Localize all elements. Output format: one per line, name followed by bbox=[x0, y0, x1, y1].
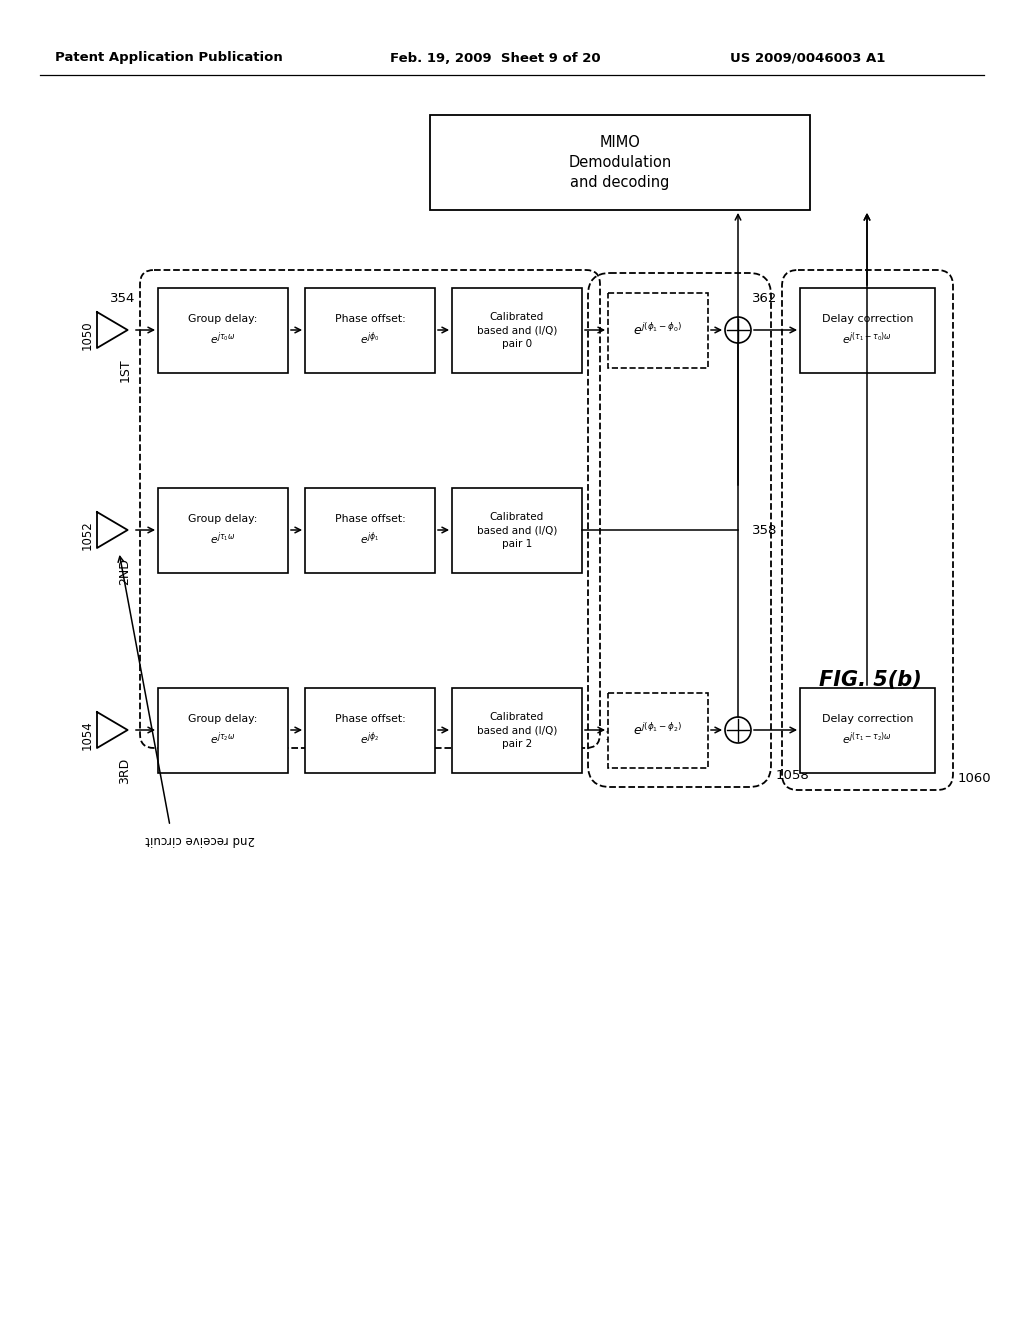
Text: 362: 362 bbox=[752, 292, 777, 305]
FancyBboxPatch shape bbox=[430, 115, 810, 210]
Text: 358: 358 bbox=[752, 524, 777, 536]
Text: Phase offset:
$e^{j\phi_0}$: Phase offset: $e^{j\phi_0}$ bbox=[335, 314, 406, 347]
FancyBboxPatch shape bbox=[158, 488, 288, 573]
Text: US 2009/0046003 A1: US 2009/0046003 A1 bbox=[730, 51, 886, 65]
Text: Group delay:
$e^{j\tau_0\omega}$: Group delay: $e^{j\tau_0\omega}$ bbox=[188, 314, 258, 347]
FancyBboxPatch shape bbox=[608, 293, 708, 368]
Text: 1056: 1056 bbox=[605, 730, 639, 743]
Text: Delay correction
$e^{j(\tau_1-\tau_2)\omega}$: Delay correction $e^{j(\tau_1-\tau_2)\om… bbox=[821, 714, 913, 747]
FancyBboxPatch shape bbox=[158, 688, 288, 774]
Text: 2nd receive circuit: 2nd receive circuit bbox=[145, 833, 255, 846]
Text: 1058: 1058 bbox=[776, 770, 810, 781]
Text: 1054: 1054 bbox=[81, 721, 93, 750]
Text: $e^{j(\phi_1-\phi_2)}$: $e^{j(\phi_1-\phi_2)}$ bbox=[633, 722, 683, 738]
FancyBboxPatch shape bbox=[305, 288, 435, 374]
Text: Phase offset:
$e^{j\phi_1}$: Phase offset: $e^{j\phi_1}$ bbox=[335, 513, 406, 546]
Text: 1050: 1050 bbox=[81, 321, 93, 350]
Text: Calibrated
based and (I/Q)
pair 0: Calibrated based and (I/Q) pair 0 bbox=[477, 313, 557, 348]
Text: 1060: 1060 bbox=[958, 772, 991, 785]
FancyBboxPatch shape bbox=[800, 688, 935, 774]
Text: Patent Application Publication: Patent Application Publication bbox=[55, 51, 283, 65]
FancyBboxPatch shape bbox=[452, 488, 582, 573]
Text: $e^{j(\phi_1-\phi_0)}$: $e^{j(\phi_1-\phi_0)}$ bbox=[633, 322, 683, 338]
Text: 1052: 1052 bbox=[81, 520, 93, 550]
Text: Group delay:
$e^{j\tau_2\omega}$: Group delay: $e^{j\tau_2\omega}$ bbox=[188, 714, 258, 747]
FancyBboxPatch shape bbox=[305, 488, 435, 573]
Text: MIMO
Demodulation
and decoding: MIMO Demodulation and decoding bbox=[568, 135, 672, 190]
Text: Delay correction
$e^{j(\tau_1-\tau_0)\omega}$: Delay correction $e^{j(\tau_1-\tau_0)\om… bbox=[821, 314, 913, 347]
FancyBboxPatch shape bbox=[452, 288, 582, 374]
Text: 1ST: 1ST bbox=[119, 358, 131, 381]
Text: Calibrated
based and (I/Q)
pair 1: Calibrated based and (I/Q) pair 1 bbox=[477, 512, 557, 549]
Text: Calibrated
based and (I/Q)
pair 2: Calibrated based and (I/Q) pair 2 bbox=[477, 713, 557, 748]
FancyBboxPatch shape bbox=[800, 288, 935, 374]
Text: Phase offset:
$e^{j\phi_2}$: Phase offset: $e^{j\phi_2}$ bbox=[335, 714, 406, 747]
Text: 354: 354 bbox=[110, 292, 135, 305]
Text: Group delay:
$e^{j\tau_1\omega}$: Group delay: $e^{j\tau_1\omega}$ bbox=[188, 513, 258, 546]
Text: FIG. 5(b): FIG. 5(b) bbox=[818, 671, 922, 690]
Text: Feb. 19, 2009  Sheet 9 of 20: Feb. 19, 2009 Sheet 9 of 20 bbox=[390, 51, 601, 65]
FancyBboxPatch shape bbox=[305, 688, 435, 774]
FancyBboxPatch shape bbox=[158, 288, 288, 374]
Text: 2ND: 2ND bbox=[119, 558, 131, 585]
Text: 3RD: 3RD bbox=[119, 758, 131, 784]
FancyBboxPatch shape bbox=[452, 688, 582, 774]
FancyBboxPatch shape bbox=[608, 693, 708, 768]
